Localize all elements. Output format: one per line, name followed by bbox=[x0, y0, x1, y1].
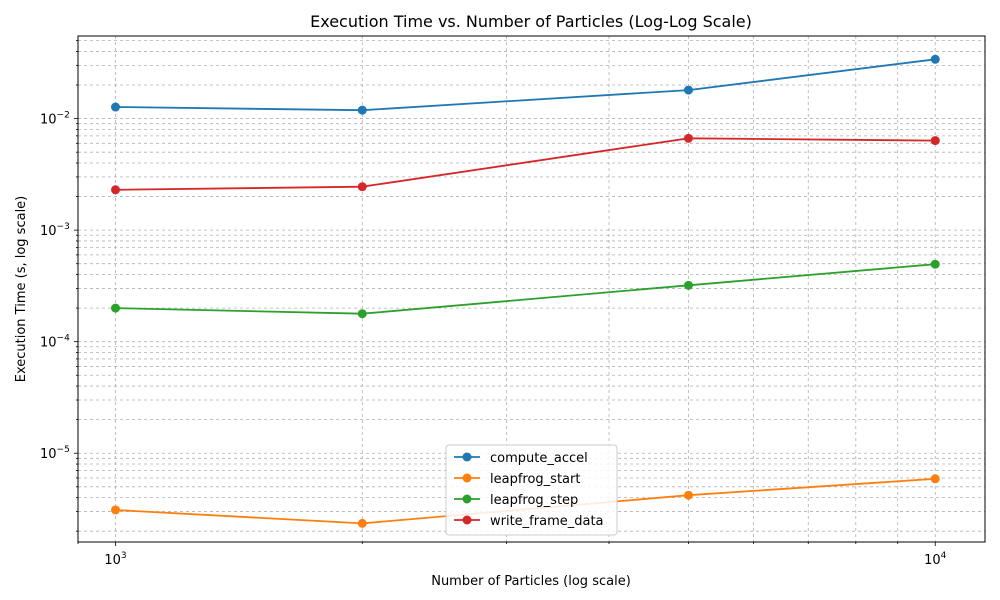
data-point-leapfrog_step bbox=[683, 280, 693, 290]
data-point-compute_accel bbox=[357, 105, 367, 115]
x-axis-label: Number of Particles (log scale) bbox=[431, 574, 631, 589]
y-tick-label: 10−4 bbox=[40, 334, 70, 351]
legend-label-compute_accel: compute_accel bbox=[490, 451, 588, 466]
y-tick-label: 10−5 bbox=[40, 445, 70, 462]
legend-label-write_frame_data: write_frame_data bbox=[490, 514, 604, 529]
data-point-compute_accel bbox=[683, 85, 693, 95]
chart-title: Execution Time vs. Number of Particles (… bbox=[310, 12, 752, 31]
data-point-leapfrog_start bbox=[930, 474, 940, 484]
x-tick-label: 104 bbox=[924, 551, 947, 568]
data-point-leapfrog_start bbox=[357, 518, 367, 528]
data-point-leapfrog_start bbox=[683, 490, 693, 500]
legend-marker-write_frame_data bbox=[462, 515, 472, 525]
legend: compute_accel leapfrog_start leapfrog_step… bbox=[445, 444, 618, 536]
legend-marker-leapfrog_start bbox=[462, 473, 472, 483]
y-tick-label: 10−3 bbox=[40, 222, 70, 239]
series-line-compute_accel bbox=[115, 58, 936, 112]
y-tick-label: 10−2 bbox=[40, 111, 70, 128]
legend-marker-compute_accel bbox=[462, 452, 472, 462]
data-point-compute_accel bbox=[930, 54, 940, 64]
series-line-write_frame_data bbox=[115, 137, 936, 191]
data-point-write_frame_data bbox=[111, 185, 121, 195]
data-point-write_frame_data bbox=[683, 133, 693, 143]
legend-box bbox=[445, 444, 618, 536]
legend-label-leapfrog_step: leapfrog_step bbox=[490, 493, 578, 508]
x-tick-label: 103 bbox=[104, 551, 126, 568]
legend-label-leapfrog_start: leapfrog_start bbox=[490, 472, 580, 487]
data-point-leapfrog_step bbox=[357, 309, 367, 319]
data-point-compute_accel bbox=[111, 102, 121, 112]
data-point-leapfrog_step bbox=[930, 259, 940, 269]
data-point-leapfrog_start bbox=[111, 505, 121, 515]
y-axis-label: Execution Time (s, log scale) bbox=[14, 196, 29, 383]
legend-marker-leapfrog_step bbox=[462, 494, 472, 504]
plot-frame bbox=[77, 35, 986, 543]
ticks: 103 104 10−5 10−4 10−3 10−2 bbox=[40, 40, 947, 568]
series-line-leapfrog_step bbox=[115, 263, 936, 315]
data-point-write_frame_data bbox=[930, 136, 940, 146]
data-point-leapfrog_step bbox=[111, 303, 121, 313]
data-point-write_frame_data bbox=[357, 182, 367, 192]
